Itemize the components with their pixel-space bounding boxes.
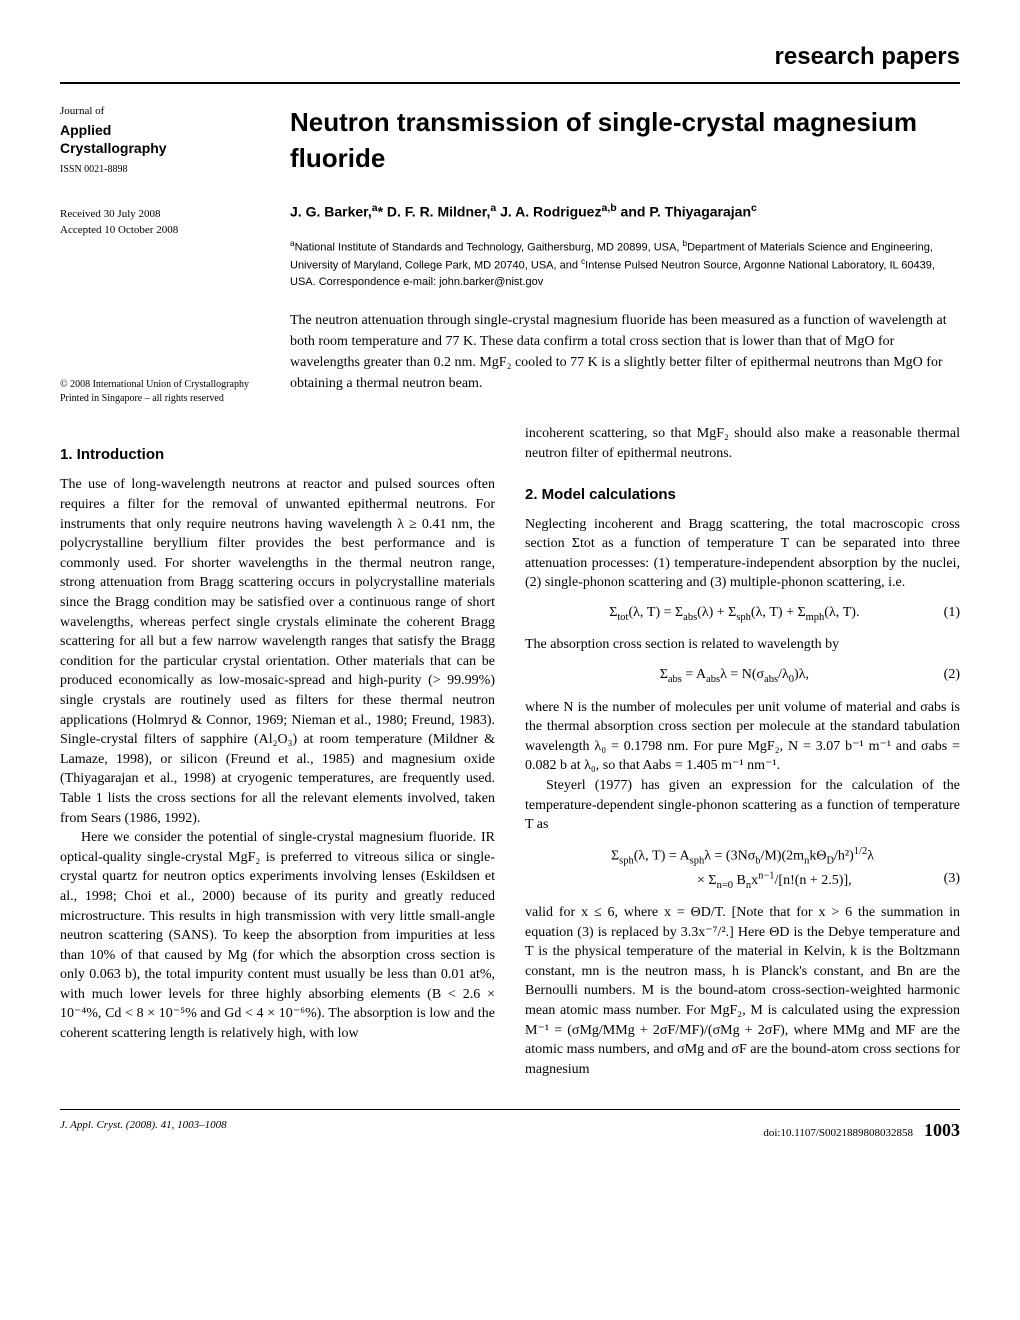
s2-p3: where N is the number of molecules per u… [525,698,960,776]
copyright-l2: Printed in Singapore – all rights reserv… [60,392,260,406]
copyright-l1: © 2008 International Union of Crystallog… [60,378,260,392]
authors: J. G. Barker,a* D. F. R. Mildner,a J. A.… [290,201,960,222]
s2-p4: Steyerl (1977) has given an expression f… [525,776,960,835]
eq1-body: Σtot(λ, T) = Σabs(λ) + Σsph(λ, T) + Σmph… [609,605,859,620]
dates: Received 30 July 2008 Accepted 10 Octobe… [60,207,260,238]
article-body: Neutron transmission of single-crystal m… [290,104,960,425]
affiliations: aNational Institute of Standards and Tec… [290,238,960,291]
journal-label: Journal of [60,104,260,119]
eq2-num: (2) [944,665,960,685]
section-2-heading: 2. Model calculations [525,484,960,505]
eq3-l2: × Σn=0 Bnxn−1/[n!(n + 2.5)], [697,873,852,888]
s2-p2: The absorption cross section is related … [525,635,960,655]
equation-3: Σsph(λ, T) = Asphλ = (3Nσb/M)(2mnkΘD/h²)… [525,845,960,893]
received-date: Received 30 July 2008 [60,207,260,222]
body-col-left: 1. Introduction The use of long-waveleng… [60,424,495,1079]
copyright: © 2008 International Union of Crystallog… [60,378,260,406]
s2-p1: Neglecting incoherent and Bragg scatteri… [525,515,960,593]
section-2-text: Neglecting incoherent and Bragg scatteri… [525,515,960,1080]
eq1-num: (1) [944,603,960,623]
s1-p1: The use of long-wavelength neutrons at r… [60,475,495,828]
s1-continuation: incoherent scattering, so that MgF₂ shou… [525,424,960,463]
section-label: research papers [60,40,960,84]
body-columns: 1. Introduction The use of long-waveleng… [60,424,960,1079]
sidebar: Journal of Applied Crystallography ISSN … [60,104,260,425]
issn: ISSN 0021-8898 [60,163,260,177]
accepted-date: Accepted 10 October 2008 [60,223,260,238]
journal-name: Applied Crystallography [60,121,260,157]
journal-name-l2: Crystallography [60,140,167,156]
footer-doi: doi:10.1107/S0021889808032858 1003 [763,1118,960,1143]
section-1-text: The use of long-wavelength neutrons at r… [60,475,495,1043]
footer-citation: J. Appl. Cryst. (2008). 41, 1003–1008 [60,1118,227,1143]
section-1-heading: 1. Introduction [60,444,495,465]
body-col-right: incoherent scattering, so that MgF₂ shou… [525,424,960,1079]
main-content: Journal of Applied Crystallography ISSN … [60,104,960,425]
abstract: The neutron attenuation through single-c… [290,310,960,394]
page-number: 1003 [924,1120,960,1140]
equation-1: Σtot(λ, T) = Σabs(λ) + Σsph(λ, T) + Σmph… [525,603,960,625]
s1-p2: Here we consider the potential of single… [60,828,495,1044]
eq3-num: (3) [944,869,960,889]
journal-name-l1: Applied [60,122,111,138]
s1-p3: incoherent scattering, so that MgF₂ shou… [525,424,960,463]
article-title: Neutron transmission of single-crystal m… [290,104,960,177]
eq3-l1: Σsph(λ, T) = Asphλ = (3Nσb/M)(2mnkΘD/h²)… [525,845,960,869]
footer: J. Appl. Cryst. (2008). 41, 1003–1008 do… [60,1109,960,1143]
s2-p5: valid for x ≤ 6, where x = ΘD/T. [Note t… [525,903,960,1079]
equation-2: Σabs = Aabsλ = N(σabs/λ0)λ, (2) [525,665,960,687]
eq2-body: Σabs = Aabsλ = N(σabs/λ0)λ, [660,667,809,682]
